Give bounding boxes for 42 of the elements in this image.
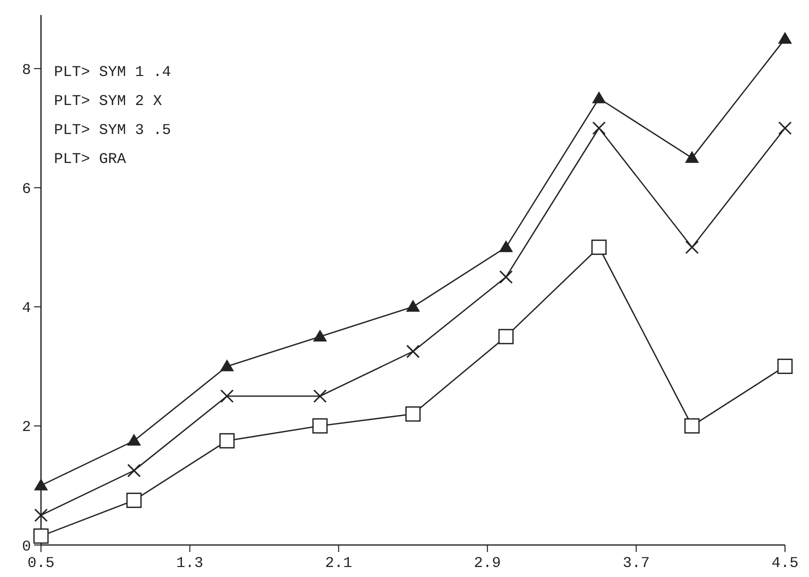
x-tick-label: 3.7 (622, 555, 650, 572)
annotation: PLT> SYM 1 .4 (54, 64, 172, 81)
point (591, 240, 607, 255)
y-tick-label: 0 (22, 538, 31, 556)
point (778, 32, 792, 44)
x-tick-label: 0.5 (27, 555, 55, 572)
x-tick-label: 2.9 (474, 555, 501, 572)
point (499, 240, 513, 252)
point (405, 406, 421, 422)
point (592, 121, 606, 135)
point (219, 433, 235, 448)
point (592, 91, 606, 104)
point (220, 359, 234, 372)
point (313, 330, 327, 342)
point (777, 358, 793, 374)
point (499, 270, 513, 284)
point (406, 300, 420, 312)
x-tick-label: 1.3 (176, 555, 204, 572)
y-tick-label: 8 (22, 62, 31, 79)
x-tick-label: 4.5 (771, 555, 799, 572)
point (684, 418, 700, 434)
point (126, 492, 142, 508)
annotation: PLT> SYM 2 X (54, 93, 162, 110)
y-tick-label: 6 (22, 180, 31, 198)
y-tick-label: 2 (22, 419, 31, 436)
annotation: PLT> SYM 3 .5 (54, 122, 172, 139)
point (34, 508, 48, 522)
y-tick-label: 4 (22, 300, 31, 318)
annotation: PLT> GRA (54, 151, 126, 168)
point (313, 389, 327, 403)
point (685, 150, 699, 163)
point (127, 434, 141, 446)
point (498, 328, 514, 344)
point (33, 528, 49, 544)
point (685, 240, 699, 254)
x-tick-label: 2.1 (325, 555, 352, 572)
point (312, 418, 328, 434)
point (778, 121, 792, 135)
point (127, 464, 141, 478)
point (34, 478, 48, 490)
point (220, 389, 234, 403)
point (406, 344, 420, 358)
